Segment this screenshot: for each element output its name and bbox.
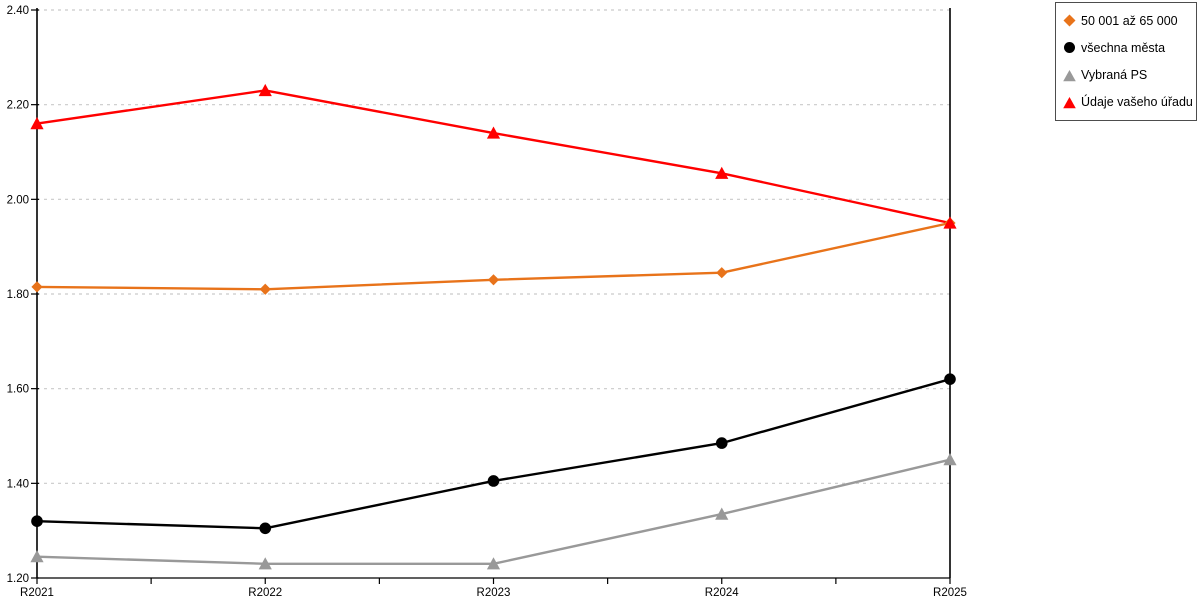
legend-item: Údaje vašeho úřadu <box>1063 95 1196 109</box>
y-tick-label: 2.40 <box>7 5 29 17</box>
legend-label: Vybraná PS <box>1081 68 1148 83</box>
legend-label: všechna města <box>1081 40 1166 55</box>
triangle-marker-icon <box>30 117 44 130</box>
x-tick-label: R2021 <box>20 587 54 599</box>
y-tick-label: 1.20 <box>7 573 29 585</box>
diamond-marker-icon <box>487 274 500 286</box>
y-tick-label: 1.60 <box>7 384 29 396</box>
circle-marker-icon <box>944 373 956 386</box>
series-line <box>36 89 951 225</box>
legend-item: Vybraná PS <box>1063 68 1196 82</box>
legend-item: 50 001 až 65 000 <box>1063 14 1196 28</box>
diamond-marker-icon <box>716 267 728 279</box>
circle-marker-icon <box>1064 42 1075 54</box>
x-tick-label: R2025 <box>933 587 967 599</box>
circle-marker-icon <box>715 437 728 449</box>
series-line <box>36 378 951 530</box>
y-tick-label: 1.40 <box>7 478 29 490</box>
circle-marker-icon <box>487 475 500 487</box>
legend-label: 50 001 až 65 000 <box>1081 13 1178 28</box>
triangle-marker-icon <box>486 557 501 570</box>
triangle-marker-icon <box>30 550 44 563</box>
y-tick-label: 2.00 <box>7 194 29 206</box>
x-tick-label: R2023 <box>477 587 511 599</box>
triangle-marker-icon <box>486 126 501 139</box>
triangle-marker-icon <box>258 557 272 570</box>
triangle-marker-icon <box>715 507 729 520</box>
y-tick-label: 2.20 <box>7 100 29 112</box>
circle-marker-icon <box>31 515 43 527</box>
chart-legend: 50 001 až 65 000 všechna města Vybraná P… <box>1055 2 1197 121</box>
triangle-marker-icon <box>258 83 272 97</box>
triangle-marker-icon <box>1063 69 1076 81</box>
triangle-marker-icon <box>715 166 729 179</box>
x-tick-label: R2024 <box>705 587 739 599</box>
x-tick-label: R2022 <box>248 587 282 599</box>
circle-marker-icon <box>259 522 272 535</box>
diamond-marker-icon <box>259 283 271 295</box>
legend-label: Údaje vašeho úřadu <box>1081 95 1193 110</box>
triangle-marker-icon <box>943 453 957 466</box>
y-tick-label: 1.80 <box>7 289 29 301</box>
triangle-marker-icon <box>1063 96 1076 109</box>
legend-item: všechna města <box>1063 41 1196 55</box>
diamond-marker-icon <box>31 281 43 293</box>
triangle-marker-icon <box>943 216 957 229</box>
diamond-marker-icon <box>1063 14 1076 27</box>
